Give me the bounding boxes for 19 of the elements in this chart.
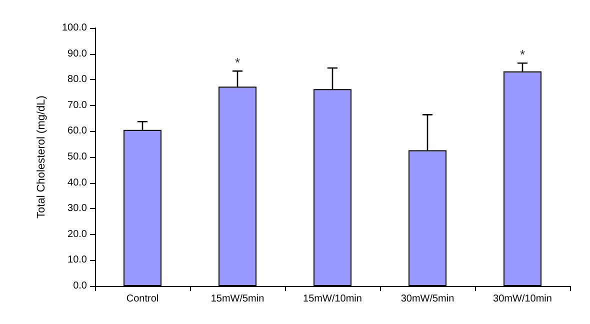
- y-tick-label: 40.0: [68, 177, 88, 188]
- y-tick-label: 0.0: [73, 280, 88, 292]
- y-tick-label: 70.0: [68, 100, 88, 111]
- y-tick-label: 30.0: [68, 203, 88, 214]
- y-tick-label: 100.0: [62, 22, 88, 34]
- x-tick-label: 30mW/10min: [493, 294, 552, 304]
- y-axis-title: Total Cholesterol (mg/dL): [36, 96, 48, 218]
- y-tick-label: 80.0: [68, 74, 88, 86]
- annotation: *: [234, 55, 240, 70]
- y-tick-label: 20.0: [68, 228, 88, 240]
- y-tick-label: 10.0: [68, 254, 88, 266]
- x-tick-label: 30mW/5min: [400, 294, 454, 304]
- x-tick-label: Control: [126, 294, 159, 304]
- x-tick-label: 15mW/10min: [303, 294, 362, 304]
- annotation: *: [520, 47, 526, 62]
- y-tick-label: 90.0: [68, 48, 88, 60]
- y-tick-label: 50.0: [68, 152, 88, 162]
- y-tick-label: 60.0: [68, 126, 88, 137]
- x-tick-label: 15mW/5min: [210, 294, 264, 304]
